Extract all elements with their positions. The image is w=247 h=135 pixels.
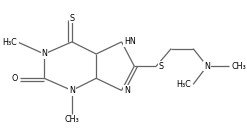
Text: H₃C: H₃C bbox=[2, 38, 17, 47]
Text: O: O bbox=[11, 74, 18, 83]
Text: S: S bbox=[159, 62, 164, 71]
Text: HN: HN bbox=[124, 37, 136, 46]
Text: N: N bbox=[204, 62, 210, 71]
Text: S: S bbox=[69, 14, 75, 23]
Text: N: N bbox=[41, 50, 47, 58]
Text: CH₃: CH₃ bbox=[64, 115, 79, 124]
Text: N: N bbox=[69, 86, 75, 95]
Text: N: N bbox=[124, 86, 130, 95]
Text: CH₃: CH₃ bbox=[231, 62, 246, 71]
Text: H₃C: H₃C bbox=[176, 80, 191, 89]
